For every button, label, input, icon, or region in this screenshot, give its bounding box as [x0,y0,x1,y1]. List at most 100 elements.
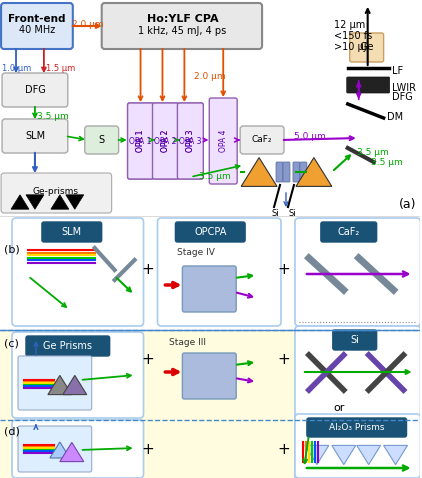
Text: Ho:YLF CPA: Ho:YLF CPA [146,14,218,24]
Text: Stage IV: Stage IV [177,248,215,257]
Text: OPA 2: OPA 2 [161,130,170,152]
Text: Si: Si [350,335,359,345]
Bar [0,330,420,478]
Text: CaF₂: CaF₂ [338,227,360,237]
Text: DFG: DFG [392,92,412,102]
Text: 3.5 μm: 3.5 μm [37,112,69,121]
FancyBboxPatch shape [1,3,73,49]
Polygon shape [66,195,84,209]
FancyBboxPatch shape [307,418,406,437]
FancyBboxPatch shape [177,103,203,179]
FancyBboxPatch shape [321,222,377,242]
FancyBboxPatch shape [209,98,237,184]
FancyBboxPatch shape [12,218,143,326]
FancyBboxPatch shape [333,330,377,350]
Text: 12 μm: 12 μm [334,20,365,30]
FancyBboxPatch shape [152,103,179,179]
FancyBboxPatch shape [2,119,68,153]
Polygon shape [357,445,381,465]
FancyBboxPatch shape [12,332,143,418]
FancyBboxPatch shape [157,218,281,326]
Text: 2.0 μm: 2.0 μm [195,72,226,81]
FancyBboxPatch shape [295,218,420,326]
FancyBboxPatch shape [2,73,68,107]
FancyBboxPatch shape [12,420,143,478]
Text: 1.5 μm: 1.5 μm [46,64,75,73]
Text: <150 fs: <150 fs [334,31,372,41]
Text: +: + [278,262,290,278]
Text: CaF₂: CaF₂ [252,135,272,144]
Text: OPA 3: OPA 3 [186,130,195,152]
Text: Stage III: Stage III [169,338,206,347]
Text: 3.5 μm: 3.5 μm [199,172,231,181]
Text: Si: Si [271,209,279,218]
FancyBboxPatch shape [295,326,420,478]
Text: or: or [333,403,344,413]
Text: Front-end: Front-end [8,14,66,24]
FancyBboxPatch shape [350,33,384,62]
Polygon shape [48,375,72,395]
Text: LF: LF [392,66,403,76]
Text: +: + [141,443,154,457]
Text: S: S [99,135,105,145]
FancyBboxPatch shape [18,356,92,410]
Text: 2.0 μm: 2.0 μm [72,20,103,29]
FancyBboxPatch shape [177,103,203,179]
Text: (d): (d) [4,426,20,436]
FancyBboxPatch shape [182,353,236,399]
Text: +: + [141,262,154,278]
Text: OPA 1: OPA 1 [130,137,152,145]
Text: (a): (a) [398,198,416,211]
FancyBboxPatch shape [42,222,102,242]
Text: Ge Prisms: Ge Prisms [43,341,92,351]
Text: DM: DM [387,112,403,122]
FancyBboxPatch shape [347,77,390,93]
Polygon shape [11,195,29,209]
Text: OPCPA: OPCPA [194,227,227,237]
FancyBboxPatch shape [85,126,119,154]
Text: (c): (c) [4,338,19,348]
FancyBboxPatch shape [276,162,283,182]
FancyBboxPatch shape [127,103,154,179]
FancyBboxPatch shape [293,162,300,182]
FancyBboxPatch shape [102,3,262,49]
FancyBboxPatch shape [300,162,307,182]
Text: Ge: Ge [360,42,374,52]
Polygon shape [332,445,356,465]
FancyBboxPatch shape [295,414,420,478]
Polygon shape [296,158,332,186]
FancyBboxPatch shape [283,162,290,182]
FancyBboxPatch shape [1,173,112,213]
FancyBboxPatch shape [152,103,179,179]
Polygon shape [60,443,84,462]
Text: >10 μJ: >10 μJ [334,42,366,52]
FancyBboxPatch shape [176,222,245,242]
Text: LWIR: LWIR [392,83,416,93]
Text: SLM: SLM [25,131,45,141]
Text: 1 kHz, 45 mJ, 4 ps: 1 kHz, 45 mJ, 4 ps [138,26,227,36]
Text: OPA 1: OPA 1 [136,130,145,152]
Text: DFG: DFG [24,85,45,95]
Polygon shape [51,195,69,209]
Text: OPA 3: OPA 3 [179,137,202,145]
Text: 1.0 μm: 1.0 μm [2,64,31,73]
Text: 3.5 μm: 3.5 μm [371,158,403,167]
Text: SLM: SLM [62,227,82,237]
Polygon shape [26,195,44,209]
Text: +: + [141,352,154,368]
Text: (b): (b) [4,244,20,254]
Polygon shape [384,445,408,465]
Text: +: + [278,443,290,457]
Text: Al₂O₃ Prisms: Al₂O₃ Prisms [329,423,384,432]
Text: OPA 1: OPA 1 [136,130,145,152]
Polygon shape [50,442,70,458]
Text: 5.0 μm: 5.0 μm [294,132,326,141]
Text: 3.5 μm: 3.5 μm [357,148,389,157]
Text: OPA 2: OPA 2 [154,137,177,145]
Polygon shape [63,375,87,395]
Text: OPA 3: OPA 3 [186,130,195,152]
Polygon shape [305,445,329,465]
Text: OPA 2: OPA 2 [161,130,170,152]
Polygon shape [241,158,277,186]
FancyBboxPatch shape [182,266,236,312]
